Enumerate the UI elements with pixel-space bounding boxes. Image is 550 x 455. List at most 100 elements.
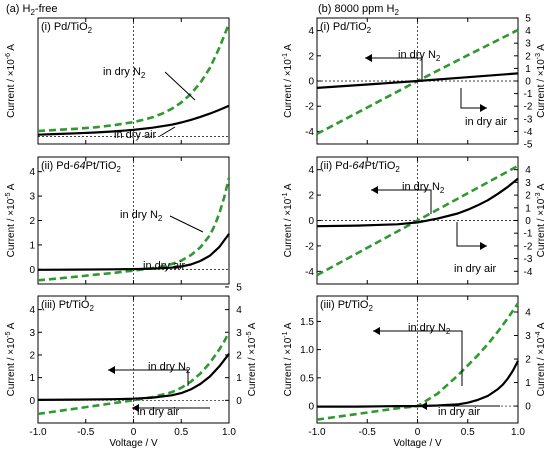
annotation-dry-air: in dry air (114, 129, 157, 141)
series-line-dry-air (317, 360, 519, 408)
y-right-tick-label: 4 (525, 26, 531, 37)
series-line-dry-n2 (316, 164, 519, 277)
y-left-tick-label: 4 (308, 26, 314, 37)
series-line-dry-air (316, 177, 519, 228)
annotation-dry-n2: in dry N2 (148, 361, 191, 375)
annotation-dry-air: in dry air (465, 116, 508, 128)
y-right-tick-label: 1 (525, 64, 531, 75)
y-left-tick-label: 4 (29, 305, 35, 316)
x-tick-label: 0.5 (174, 427, 188, 438)
x-tick-label: 1.0 (222, 427, 236, 438)
plot-frame (316, 295, 519, 424)
y-left-tick-label: 0 (29, 396, 35, 407)
column-b-title: (b) 8000 ppm H2 (318, 3, 399, 17)
arrowhead-n2 (371, 186, 378, 194)
y-right-tick-label: 2 (525, 355, 531, 366)
y-right-tick-label: 3 (525, 331, 531, 342)
x-tick-label: -0.5 (77, 427, 95, 438)
arrowhead-n2 (373, 327, 380, 335)
y-left-tick-label: 4 (308, 165, 314, 176)
x-tick-label: -1.0 (29, 427, 47, 438)
y-axis-label-left: Current / ×10-5 A (5, 183, 17, 257)
series-line-dry-n2 (37, 23, 231, 133)
arrowhead-n2 (365, 54, 372, 62)
y-right-tick-label: 5 (525, 14, 531, 25)
column-b: (b) 8000 ppm H2 (318, 3, 399, 17)
x-tick-label: -1.0 (308, 427, 326, 438)
panel-a-2: 0 1 2 3 4 Current / ×10-5 A (ii) Pd-64Pt/TiO2 i… (5, 156, 231, 285)
annotation-pointer-n2 (164, 71, 196, 101)
panels: Current / ×10-6 A (i) Pd/TiO2 in dry N2 in … (5, 14, 547, 450)
panel-b-3: 0 0.5 1.0 1.5 0 1 2 3 4 -1.0 -0.5 0 0.5 1.0 Current / … (282, 295, 547, 438)
panel-label: (i) Pd/TiO2 (320, 21, 372, 35)
y-axis-label-left: Current / ×10-5 A (5, 322, 17, 396)
x-tick-label: 0 (131, 427, 137, 438)
annotation-pointer-air (460, 88, 487, 109)
y-left-tick-label: 0 (308, 77, 314, 88)
arrowhead-n2 (108, 366, 115, 374)
y-left-tick-label: 1.5 (300, 317, 314, 328)
x-tick-label: -0.5 (359, 427, 377, 438)
y-right-tick-label: -1 (524, 89, 533, 100)
y-right-tick-label: 3 (525, 39, 531, 50)
annotation-dry-air: in dry air (137, 406, 180, 418)
y-left-tick-label: 2 (308, 191, 314, 202)
y-right-tick-label: 0 (525, 216, 531, 227)
column-a: (a) H2-free (6, 3, 58, 17)
y-left-tick-label: 0.5 (300, 373, 314, 384)
y-right-tick-label: 4 (236, 305, 242, 316)
panel-label: (ii) Pd-64Pt/TiO2 (41, 160, 121, 174)
y-right-tick-label: 4 (525, 165, 531, 176)
annotation-pointer-n2 (373, 330, 463, 386)
annotation-pointer-air (456, 222, 487, 247)
y-axis-label-left: Current / ×10-1 A (282, 322, 294, 396)
y-right-tick-label: 1 (525, 203, 531, 214)
series-line-dry-n2 (37, 331, 231, 416)
y-right-tick-label: -2 (524, 102, 533, 113)
y-left-tick-label: 0 (29, 265, 35, 276)
y-left-tick-label: 2 (29, 350, 35, 361)
x-axis-label: Voltage / V (393, 438, 442, 449)
y-axis-label-right: Current / ×10-4 A (535, 322, 547, 396)
panel-label: (i) Pd/TiO2 (41, 21, 93, 35)
annotation-dry-n2: in dry N2 (120, 209, 163, 223)
series-line-dry-air (316, 72, 519, 89)
y-left-tick-label: 1.0 (300, 345, 314, 356)
annotation-dry-air: in dry air (143, 260, 186, 272)
plot-frame (37, 295, 230, 424)
panel-label: (iii) Pt/TiO2 (41, 299, 94, 313)
annotation-dry-n2: in dry N2 (402, 181, 445, 195)
panel-label: (ii) Pd-64Pt/TiO2 (320, 160, 400, 174)
y-left-tick-label: -4 (305, 267, 314, 278)
column-a-panels: Current / ×10-6 A (i) Pd/TiO2 in dry N2 in … (5, 17, 258, 449)
y-left-tick-label: -2 (305, 241, 314, 252)
series-line-dry-air (37, 353, 230, 401)
y-left-tick-label: 4 (29, 167, 35, 178)
y-left-tick-label: 1 (29, 373, 35, 384)
y-right-tick-label: -2 (524, 241, 533, 252)
y-right-tick-label: 3 (525, 178, 531, 189)
y-left-tick-label: 0 (308, 402, 314, 413)
y-left-tick-label: 1 (29, 240, 35, 251)
y-left-tick-label: 0 (308, 216, 314, 227)
y-left-tick-label: -4 (305, 127, 314, 138)
panel-a-1: Current / ×10-6 A (i) Pd/TiO2 in dry N2 in … (5, 17, 231, 145)
arrowhead-air (480, 104, 487, 112)
x-axis-label: Voltage / V (109, 438, 158, 449)
y-right-tick-label: 4 (525, 307, 531, 318)
y-axis-label-right: Current / ×10-5 A (246, 322, 258, 396)
arrowhead-air (480, 242, 487, 250)
y-right-tick-label: -5 (524, 140, 533, 151)
annotation-pointer-air (159, 126, 176, 137)
y-right-tick-label: 2 (525, 191, 531, 202)
annotation-pointer-air (179, 262, 197, 268)
x-tick-label: 0 (415, 427, 421, 438)
y-left-tick-label: 3 (29, 192, 35, 203)
y-left-tick-label: -2 (305, 102, 314, 113)
arrowhead-air (420, 402, 427, 410)
annotation-pointer-n2 (169, 215, 204, 233)
y-right-tick-label: -3 (524, 254, 533, 265)
